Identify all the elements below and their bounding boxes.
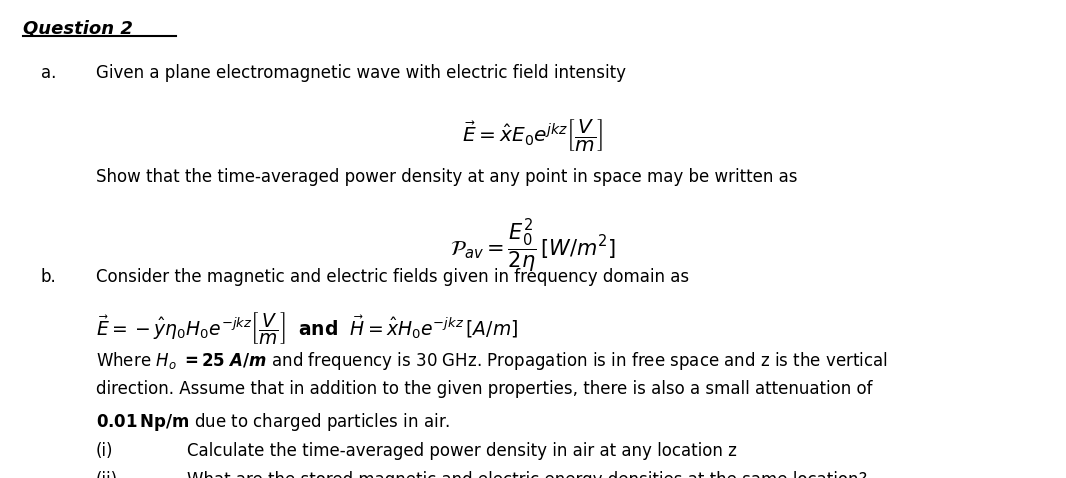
Text: (i): (i) bbox=[96, 442, 113, 460]
Text: $\mathcal{P}_{av} = \dfrac{E_0^2}{2\eta}\,[W/m^2]$: $\mathcal{P}_{av} = \dfrac{E_0^2}{2\eta}… bbox=[450, 217, 616, 275]
Text: Given a plane electromagnetic wave with electric field intensity: Given a plane electromagnetic wave with … bbox=[96, 64, 626, 82]
Text: Calculate the time-averaged power density in air at any location z: Calculate the time-averaged power densit… bbox=[187, 442, 737, 460]
Text: $\vec{E} = -\hat{y}\eta_0 H_0 e^{-jkz} \left[\dfrac{V}{m}\right]\;$ and $\;\vec{: $\vec{E} = -\hat{y}\eta_0 H_0 e^{-jkz} \… bbox=[96, 310, 518, 346]
Text: Where $\boldsymbol{H_o}$ $\boldsymbol{= 25}$ $\boldsymbol{A/m}$ and frequency is: Where $\boldsymbol{H_o}$ $\boldsymbol{= … bbox=[96, 349, 888, 371]
Text: What are the stored magnetic and electric energy densities at the same location?: What are the stored magnetic and electri… bbox=[187, 471, 867, 478]
Text: Show that the time-averaged power density at any point in space may be written a: Show that the time-averaged power densit… bbox=[96, 168, 797, 186]
Text: $\vec{E} = \hat{x}E_0 e^{jkz} \left[\dfrac{V}{m}\right]$: $\vec{E} = \hat{x}E_0 e^{jkz} \left[\dfr… bbox=[463, 117, 603, 152]
Text: Consider the magnetic and electric fields given in frequency domain as: Consider the magnetic and electric field… bbox=[96, 268, 689, 286]
Text: $\mathbf{0.01\,Np/m}$ due to charged particles in air.: $\mathbf{0.01\,Np/m}$ due to charged par… bbox=[96, 411, 450, 433]
Text: b.: b. bbox=[41, 268, 56, 286]
Text: a.: a. bbox=[41, 64, 55, 82]
Text: direction. Assume that in addition to the given properties, there is also a smal: direction. Assume that in addition to th… bbox=[96, 380, 872, 398]
Text: (ii): (ii) bbox=[96, 471, 118, 478]
Text: Question 2: Question 2 bbox=[23, 20, 133, 38]
